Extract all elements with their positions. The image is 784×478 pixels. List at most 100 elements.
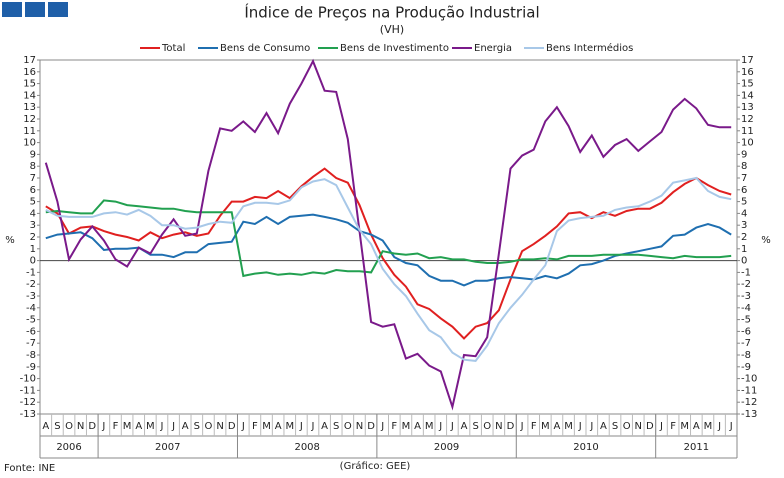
x-tick-label: J bbox=[159, 421, 163, 432]
year-label: 2009 bbox=[434, 442, 459, 453]
x-tick-label: N bbox=[216, 421, 223, 432]
x-tick-label: D bbox=[646, 421, 654, 432]
y-tick-label: 1 bbox=[30, 244, 36, 255]
x-tick-label: A bbox=[42, 421, 49, 432]
x-tick-label: A bbox=[414, 421, 421, 432]
x-tick-label: S bbox=[472, 421, 478, 432]
y-tick-label: -11 bbox=[20, 385, 36, 396]
y-tick-label: -7 bbox=[26, 338, 36, 349]
y-tick-label: -13 bbox=[20, 409, 36, 420]
y2-tick-label: -5 bbox=[741, 315, 751, 326]
credit: (Gráfico: GEE) bbox=[340, 460, 411, 472]
y-tick-label: -12 bbox=[20, 397, 36, 408]
x-tick-label: O bbox=[344, 421, 352, 432]
legend-label: Energia bbox=[474, 43, 512, 54]
y2-tick-label: 3 bbox=[741, 220, 747, 231]
y2-axis-label: % bbox=[761, 235, 771, 246]
y-tick-label: 11 bbox=[23, 126, 36, 137]
y2-tick-label: 8 bbox=[741, 161, 747, 172]
logo-block bbox=[2, 2, 22, 17]
x-tick-label: A bbox=[693, 421, 700, 432]
y2-tick-label: -8 bbox=[741, 350, 751, 361]
series-line bbox=[45, 176, 732, 362]
y-tick-label: 6 bbox=[30, 185, 36, 196]
x-tick-label: J bbox=[659, 421, 663, 432]
y2-tick-label: -9 bbox=[741, 362, 751, 373]
year-label: 2010 bbox=[573, 442, 598, 453]
chart-title: Índice de Preços na Produção Industrial bbox=[244, 3, 539, 22]
x-tick-label: S bbox=[612, 421, 618, 432]
y2-tick-label: -3 bbox=[741, 291, 751, 302]
y2-tick-label: 0 bbox=[741, 256, 747, 267]
chart-subtitle: (VH) bbox=[380, 23, 404, 36]
legend-label: Bens de Consumo bbox=[220, 43, 310, 54]
x-tick-label: M bbox=[680, 421, 689, 432]
x-tick-label: S bbox=[194, 421, 200, 432]
y-tick-label: -6 bbox=[26, 326, 36, 337]
y-tick-label: 14 bbox=[23, 90, 36, 101]
y-tick-label: 15 bbox=[23, 79, 36, 90]
y2-tick-label: 6 bbox=[741, 185, 747, 196]
year-label: 2011 bbox=[684, 442, 709, 453]
y2-tick-label: -7 bbox=[741, 338, 751, 349]
y-tick-label: 13 bbox=[23, 102, 36, 113]
x-tick-label: A bbox=[461, 421, 468, 432]
y2-tick-label: 2 bbox=[741, 232, 747, 243]
y2-tick-label: 7 bbox=[741, 173, 747, 184]
y2-tick-label: 1 bbox=[741, 244, 747, 255]
y-tick-label: -10 bbox=[20, 374, 36, 385]
series-line bbox=[44, 58, 732, 411]
x-tick-label: J bbox=[311, 421, 315, 432]
x-tick-label: M bbox=[704, 421, 713, 432]
x-tick-label: S bbox=[333, 421, 339, 432]
x-tick-label: N bbox=[77, 421, 84, 432]
x-tick-label: D bbox=[88, 421, 96, 432]
x-tick-label: S bbox=[54, 421, 60, 432]
x-tick-label: O bbox=[205, 421, 213, 432]
year-label: 2007 bbox=[155, 442, 180, 453]
y-tick-label: 7 bbox=[30, 173, 36, 184]
y-tick-label: 0 bbox=[30, 256, 36, 267]
x-tick-label: J bbox=[578, 421, 582, 432]
y2-tick-label: 14 bbox=[741, 90, 754, 101]
x-tick-label: A bbox=[600, 421, 607, 432]
x-tick-label: J bbox=[520, 421, 524, 432]
y-tick-label: -4 bbox=[26, 303, 36, 314]
y-tick-label: 2 bbox=[30, 232, 36, 243]
y-tick-label: -2 bbox=[26, 279, 36, 290]
y2-tick-label: -10 bbox=[741, 374, 757, 385]
year-label: 2008 bbox=[294, 442, 319, 453]
y-tick-label: 9 bbox=[30, 149, 36, 160]
y2-tick-label: -2 bbox=[741, 279, 751, 290]
x-tick-label: N bbox=[356, 421, 363, 432]
y2-tick-label: 16 bbox=[741, 67, 754, 78]
y-tick-label: -5 bbox=[26, 315, 36, 326]
x-tick-label: M bbox=[564, 421, 573, 432]
x-tick-label: O bbox=[483, 421, 491, 432]
y-tick-label: 5 bbox=[30, 197, 36, 208]
x-tick-label: F bbox=[531, 421, 537, 432]
series-line bbox=[45, 199, 732, 278]
x-tick-label: A bbox=[182, 421, 189, 432]
x-tick-label: J bbox=[171, 421, 175, 432]
series-line bbox=[45, 213, 732, 287]
y-tick-label: 10 bbox=[23, 138, 36, 149]
y-tick-label: 4 bbox=[30, 208, 36, 219]
x-tick-label: F bbox=[391, 421, 397, 432]
x-tick-label: O bbox=[65, 421, 73, 432]
y-tick-label: -9 bbox=[26, 362, 36, 373]
y2-tick-label: 11 bbox=[741, 126, 754, 137]
y2-tick-label: -4 bbox=[741, 303, 751, 314]
y2-tick-label: 15 bbox=[741, 79, 754, 90]
x-tick-label: M bbox=[262, 421, 271, 432]
y2-tick-label: -13 bbox=[741, 409, 757, 420]
y-tick-label: 16 bbox=[23, 67, 36, 78]
x-tick-label: M bbox=[285, 421, 294, 432]
x-tick-label: J bbox=[380, 421, 384, 432]
logo-block bbox=[25, 2, 45, 17]
y2-tick-label: 4 bbox=[741, 208, 747, 219]
x-tick-label: M bbox=[402, 421, 411, 432]
y2-tick-label: -11 bbox=[741, 385, 757, 396]
y-tick-label: 17 bbox=[23, 55, 36, 66]
